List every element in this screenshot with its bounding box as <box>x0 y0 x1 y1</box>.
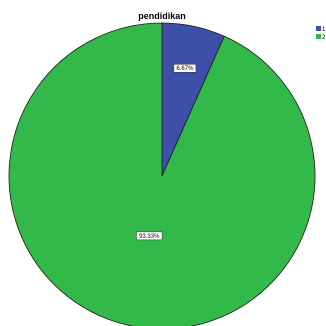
legend: 12 <box>316 26 326 41</box>
data-label-1: 6.67% <box>173 63 197 73</box>
pie-data-labels: 6.67% 93.33% <box>136 63 197 241</box>
data-label-text-2: 93.33% <box>139 234 160 240</box>
legend-swatch-1 <box>316 26 321 31</box>
data-label-text-1: 6.67% <box>176 66 194 72</box>
pie-slice-2 <box>8 22 316 326</box>
pie-slices <box>8 22 316 326</box>
legend-swatch-2 <box>316 34 321 39</box>
data-label-box-2 <box>136 231 163 241</box>
data-label-2: 93.33% <box>136 231 163 241</box>
legend-label-1: 1 <box>322 27 326 33</box>
data-label-box-1 <box>173 63 197 73</box>
chart-title: pendidikan <box>138 11 186 21</box>
legend-label-2: 2 <box>322 35 326 41</box>
